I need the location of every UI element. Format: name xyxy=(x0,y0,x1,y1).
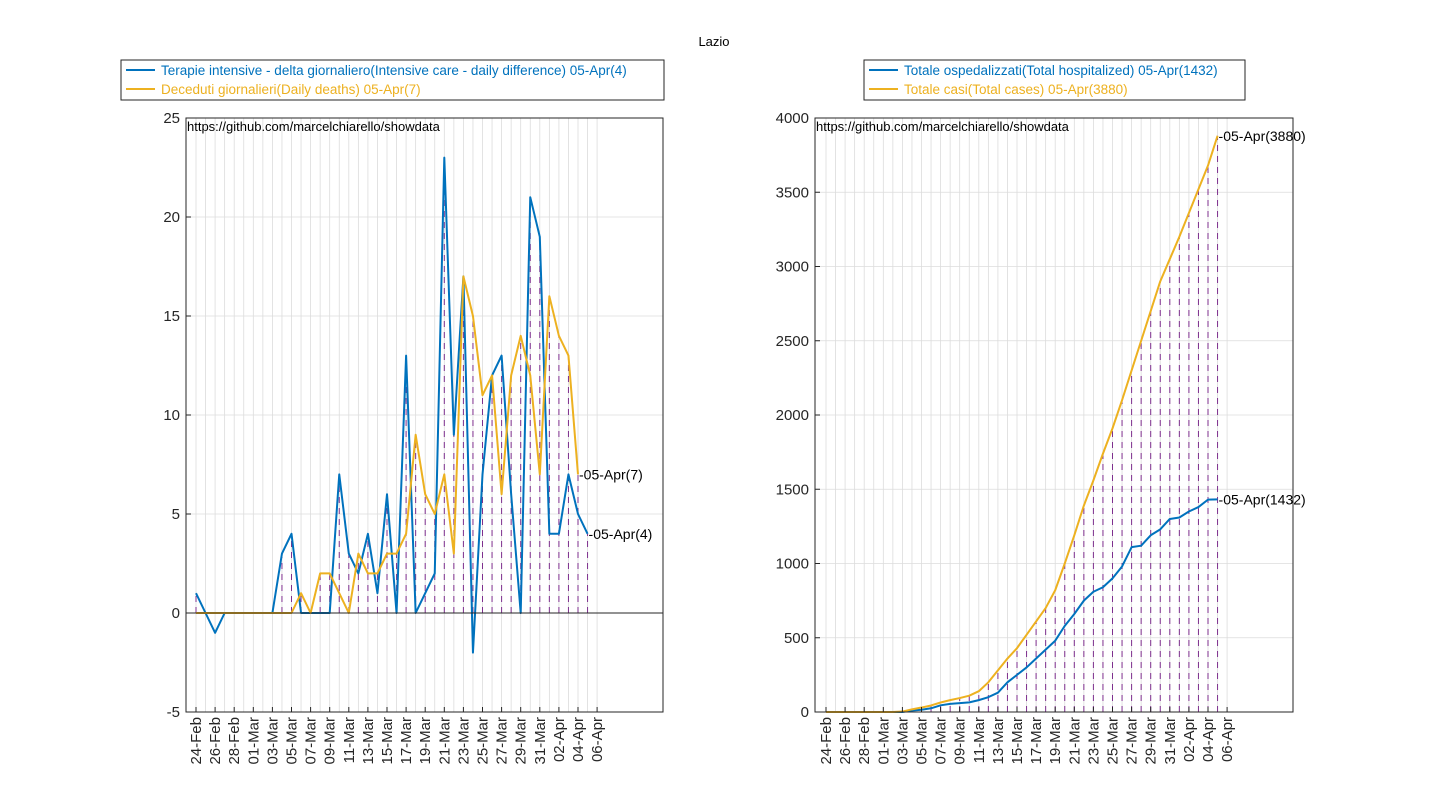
x-tick-label: 27-Mar xyxy=(1124,717,1141,765)
y-tick-label: 10 xyxy=(163,407,180,424)
x-tick-label: 31-Mar xyxy=(1162,717,1179,765)
x-tick-label: 15-Mar xyxy=(379,717,396,765)
x-tick-label: 29-Mar xyxy=(1143,717,1160,765)
y-tick-label: 3500 xyxy=(776,184,809,201)
x-tick-label: 29-Mar xyxy=(513,717,530,765)
legend-right: Totale ospedalizzati(Total hospitalized)… xyxy=(863,59,1246,101)
legend-left: Terapie intensive - delta giornaliero(In… xyxy=(120,59,665,101)
x-tick-label: 04-Apr xyxy=(1200,717,1217,762)
end-labels-left: -05-Apr(4) -05-Apr(7) xyxy=(579,466,652,541)
x-tick-label: 04-Apr xyxy=(570,717,587,762)
x-tick-label: 07-Mar xyxy=(933,717,950,765)
x-tick-label: 09-Mar xyxy=(952,717,969,765)
legend-box-right xyxy=(863,59,1246,101)
x-tick-label: 11-Mar xyxy=(341,717,358,763)
end-label-orange: -05-Apr(7) xyxy=(579,466,643,482)
x-tick-label: 28-Feb xyxy=(856,717,873,765)
x-tick-label: 01-Mar xyxy=(245,717,262,765)
x-tick-label: 01-Mar xyxy=(875,717,892,765)
y-tick-label: 25 xyxy=(163,110,180,127)
grid-left xyxy=(186,117,663,713)
x-tick-label: 15-Mar xyxy=(1009,717,1026,765)
x-tick-label: 13-Mar xyxy=(990,717,1007,765)
x-tick-label: 19-Mar xyxy=(417,717,434,765)
y-tick-label: 2000 xyxy=(776,407,809,424)
end-labels-right: -05-Apr(1432) -05-Apr(3880) xyxy=(1219,128,1306,508)
stems-right xyxy=(901,135,1219,712)
series-line xyxy=(195,156,589,654)
x-tick-label: 02-Apr xyxy=(1181,717,1198,762)
series-line xyxy=(826,498,1218,713)
x-tick-label: 17-Mar xyxy=(1028,717,1045,765)
chart-left: -5 0 5 10 15 20 25 24-Feb 26-Feb 28-Feb 01-Mar 03-M… xyxy=(120,59,665,765)
legend-entry-total-cases: Totale casi(Total cases) 05-Apr(3880) xyxy=(904,82,1128,97)
x-tick-label: 23-Mar xyxy=(1085,717,1102,765)
x-tick-label: 07-Mar xyxy=(303,717,320,765)
x-tick-label: 19-Mar xyxy=(1047,717,1064,765)
y-tick-label: 20 xyxy=(163,209,180,226)
x-tick-label: 21-Mar xyxy=(1066,717,1083,765)
ticks-left: -5 0 5 10 15 20 25 24-Feb 26-Feb 28-Feb 01-Mar 03-M… xyxy=(163,110,663,765)
x-tick-label: 25-Mar xyxy=(1105,717,1122,765)
legend-entry-daily-deaths: Deceduti giornalieri(Daily deaths) 05-Ap… xyxy=(161,82,421,97)
x-tick-label: 06-Apr xyxy=(589,717,606,762)
end-label-orange: -05-Apr(3880) xyxy=(1219,128,1306,144)
chart-right: 0 500 1000 1500 2000 2500 3000 3500 4000 24-Feb 26… xyxy=(776,59,1306,765)
x-tick-label: 03-Mar xyxy=(264,717,281,765)
legend-entry-total-hospitalized: Totale ospedalizzati(Total hospitalized)… xyxy=(904,63,1218,78)
x-tick-label: 21-Mar xyxy=(436,717,453,765)
series-left xyxy=(195,156,589,654)
x-tick-label: 13-Mar xyxy=(360,717,377,765)
y-tick-label: 5 xyxy=(172,506,180,523)
grid-right xyxy=(815,117,1293,713)
legend-entry-intensive-care: Terapie intensive - delta giornaliero(In… xyxy=(161,63,627,78)
x-tick-label: 06-Apr xyxy=(1219,717,1236,762)
ticks-right: 0 500 1000 1500 2000 2500 3000 3500 4000 24-Feb 26… xyxy=(776,110,1236,765)
x-tick-label: 02-Apr xyxy=(551,717,568,762)
y-tick-label: 3000 xyxy=(776,259,809,276)
y-tick-label: 0 xyxy=(801,704,809,721)
y-tick-label: 1000 xyxy=(776,556,809,573)
x-tick-label: 26-Feb xyxy=(837,717,854,765)
x-tick-label: 23-Mar xyxy=(455,717,472,765)
x-tick-label: 11-Mar xyxy=(971,717,988,763)
end-label-blue: -05-Apr(4) xyxy=(589,526,653,542)
y-tick-label: 0 xyxy=(172,605,180,622)
watermark-right: https://github.com/marcelchiarello/showd… xyxy=(816,119,1070,134)
x-tick-label: 24-Feb xyxy=(188,717,205,765)
x-tick-label: 03-Mar xyxy=(894,717,911,765)
series-right xyxy=(826,135,1219,713)
y-tick-label: -5 xyxy=(167,704,180,721)
series-line xyxy=(826,135,1219,713)
watermark-left: https://github.com/marcelchiarello/showd… xyxy=(187,119,441,134)
y-tick-label: 500 xyxy=(784,630,809,647)
x-tick-label: 28-Feb xyxy=(226,717,243,765)
stems-left xyxy=(195,157,589,613)
figure-title: Lazio xyxy=(698,34,729,49)
x-tick-label: 26-Feb xyxy=(207,717,224,765)
x-tick-label: 25-Mar xyxy=(475,717,492,765)
y-tick-label: 1500 xyxy=(776,481,809,498)
y-tick-label: 15 xyxy=(163,308,180,325)
x-tick-label: 09-Mar xyxy=(322,717,339,765)
legend-box-left xyxy=(120,59,665,101)
x-tick-label: 05-Mar xyxy=(914,717,931,765)
x-tick-label: 05-Mar xyxy=(284,717,301,765)
x-tick-label: 27-Mar xyxy=(494,717,511,765)
y-tick-label: 4000 xyxy=(776,110,809,127)
x-tick-label: 31-Mar xyxy=(532,717,549,765)
end-label-blue: -05-Apr(1432) xyxy=(1219,491,1306,507)
x-tick-label: 17-Mar xyxy=(398,717,415,765)
x-tick-label: 24-Feb xyxy=(818,717,835,765)
y-tick-label: 2500 xyxy=(776,333,809,350)
